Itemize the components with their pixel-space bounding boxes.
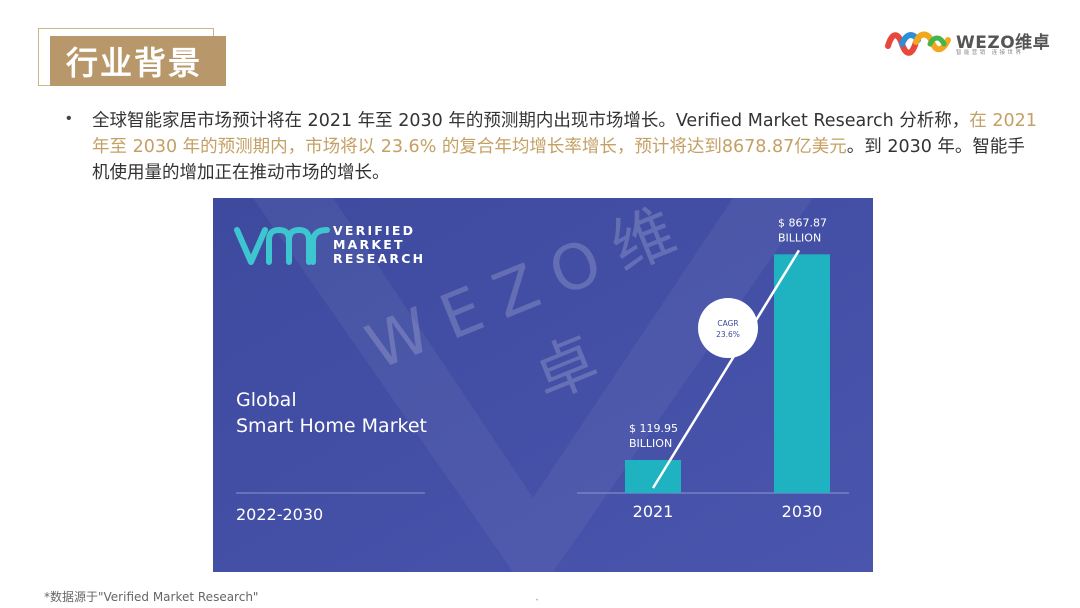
page-marker: • (536, 598, 539, 604)
bullet-text-highlight: 在 2021 年至 2030 年的预测期内，市场将以 23.6% 的复合年均增长… (92, 111, 1037, 157)
period-label: 2022-2030 (236, 505, 323, 524)
infographic-subtitle-line-2: Smart Home Market (236, 415, 427, 437)
logo-subtext: 智能营销 连接世界 (956, 50, 1024, 56)
page-title: 行业背景 (66, 44, 203, 82)
background-v-shape (253, 198, 813, 572)
value-unit-2021: BILLION (629, 437, 672, 450)
cagr-label: CAGR (717, 319, 738, 328)
bullet-dot: • (66, 110, 72, 127)
cagr-annotation: CAGR 23.6% (698, 298, 758, 358)
cagr-circle (698, 298, 758, 358)
value-label-2021: $ 119.95 (629, 422, 678, 435)
bullet-text-after: 。到 2030 年。智能手机使用量的增加正在推动市场的增长。 (92, 137, 1025, 183)
market-chart: VERIFIED MARKET RESEARCH Global Smart Ho… (213, 198, 873, 572)
chart-background (213, 198, 873, 572)
wezo-logo: WEZO维卓 智能营销 连接世界 (884, 24, 1054, 60)
bullet-text-before: 全球智能家居市场预计将在 2021 年至 2030 年的预测期内出现市场增长。V… (92, 111, 970, 131)
category-label-2030: 2030 (782, 502, 823, 521)
vmr-logo-icon (234, 226, 330, 265)
brand-line-1: VERIFIED (333, 223, 415, 238)
category-label-2021: 2021 (633, 502, 674, 521)
data-source-note: *数据源于"Verified Market Research" (44, 590, 259, 604)
market-infographic: VERIFIED MARKET RESEARCH Global Smart Ho… (213, 198, 873, 572)
bar-2021 (625, 460, 681, 493)
value-label-2030: $ 867.87 (778, 216, 827, 229)
cagr-trend-line (651, 249, 801, 489)
value-unit-2030: BILLION (778, 231, 821, 244)
brand-line-3: RESEARCH (333, 251, 425, 266)
bullet-text: 全球智能家居市场预计将在 2021 年至 2030 年的预测期内出现市场增长。V… (92, 108, 1042, 186)
wezo-logo-icon (885, 31, 951, 56)
title-box: 行业背景 (50, 36, 226, 86)
cagr-value: 23.6% (716, 330, 740, 339)
brand-line-2: MARKET (333, 237, 405, 252)
infographic-subtitle-line-1: Global (236, 389, 297, 411)
logo-text: WEZO维卓 (956, 33, 1051, 53)
bar-2030 (774, 254, 830, 493)
